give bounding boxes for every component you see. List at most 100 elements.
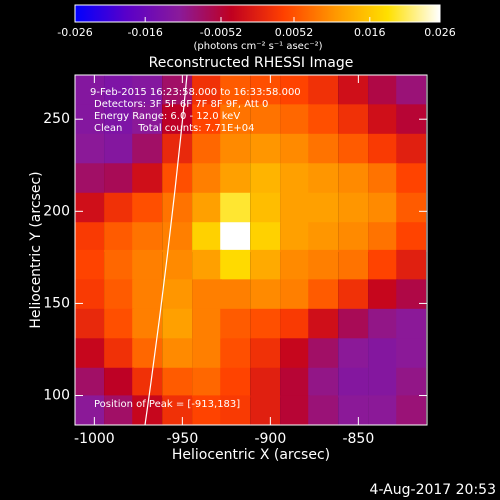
cell (162, 338, 193, 369)
x-tick-label: -850 (342, 431, 374, 447)
cell (368, 133, 398, 164)
cell (132, 75, 163, 105)
cell (368, 367, 398, 398)
cell (192, 308, 222, 339)
colorbar-tick-label: 0.026 (424, 26, 456, 39)
solar-limb (144, 75, 188, 425)
cell (220, 222, 251, 252)
cell (75, 222, 105, 252)
cell (250, 367, 281, 398)
cell (75, 338, 105, 369)
cell (250, 338, 281, 369)
image (75, 75, 427, 425)
cell (338, 222, 369, 252)
cell (192, 192, 222, 223)
cell (308, 308, 339, 339)
cell (280, 163, 310, 194)
cell (220, 395, 251, 425)
cell (75, 75, 105, 105)
cell (368, 163, 398, 194)
cell (162, 367, 193, 398)
cell (192, 249, 222, 280)
cell (368, 192, 398, 223)
cell (104, 338, 134, 369)
cell (338, 249, 369, 280)
colorbar-label: (photons cm⁻² s⁻¹ asec⁻²) (193, 41, 322, 52)
cell (75, 395, 105, 425)
x-tick-label: -950 (166, 431, 198, 447)
x-axis-label: Heliocentric X (arcsec) (172, 447, 330, 463)
y-tick-label: 150 (43, 295, 70, 311)
cell (132, 249, 163, 280)
y-axis-label: Heliocentric Y (arcsec) (28, 171, 44, 328)
cell (338, 338, 369, 369)
cell (250, 249, 281, 280)
cell (192, 338, 222, 369)
cell (104, 192, 134, 223)
cell (220, 192, 251, 223)
plot-frame (74, 74, 428, 426)
cell (338, 192, 369, 223)
cell (132, 279, 163, 310)
cell (192, 367, 222, 398)
cell (368, 308, 398, 339)
cell (220, 133, 251, 164)
x-tick-label: -1000 (74, 431, 115, 447)
cell (396, 249, 427, 280)
cell (192, 395, 222, 425)
cell (396, 75, 427, 105)
colorbar-tick-label: -0.0052 (200, 26, 242, 39)
cell (104, 367, 134, 398)
cell (104, 163, 134, 194)
cell (308, 395, 339, 425)
annotation: 9-Feb-2015 16:23:58.000 to 16:33:58.000 (90, 87, 301, 98)
cell (132, 163, 163, 194)
cell (280, 192, 310, 223)
cell (104, 395, 134, 425)
cell (104, 104, 134, 135)
colorbar-tick-label: -0.016 (127, 26, 162, 39)
cell (250, 308, 281, 339)
chart-title: Reconstructed RHESSI Image (149, 55, 354, 71)
cell (250, 395, 281, 425)
cell (75, 279, 105, 310)
cell (368, 222, 398, 252)
cell (132, 222, 163, 252)
cell (338, 395, 369, 425)
cell (192, 133, 222, 164)
y-tick-label: 250 (43, 111, 70, 127)
cell (396, 338, 427, 369)
cell (220, 338, 251, 369)
cell (338, 104, 369, 135)
cell (396, 367, 427, 398)
cell (192, 75, 222, 105)
cell (132, 133, 163, 164)
cell (280, 222, 310, 252)
cell (192, 222, 222, 252)
cell (338, 279, 369, 310)
cell (280, 249, 310, 280)
cell (75, 133, 105, 164)
cell (368, 395, 398, 425)
cell (104, 75, 134, 105)
cell (338, 308, 369, 339)
annotation: Energy Range: 6.0 - 12.0 keV (94, 111, 240, 122)
cell (308, 75, 339, 105)
cell (280, 367, 310, 398)
cell (75, 249, 105, 280)
cell (250, 133, 281, 164)
cell (280, 338, 310, 369)
cell (132, 367, 163, 398)
cell (162, 222, 193, 252)
cell (280, 279, 310, 310)
annotation: Detectors: 3F 5F 6F 7F 8F 9F, Att 0 (94, 99, 268, 110)
cell (280, 133, 310, 164)
cell (308, 338, 339, 369)
cell (104, 249, 134, 280)
cell (338, 75, 369, 105)
cell (308, 133, 339, 164)
cell (192, 104, 222, 135)
cell (132, 104, 163, 135)
cell (162, 308, 193, 339)
cell (220, 104, 251, 135)
